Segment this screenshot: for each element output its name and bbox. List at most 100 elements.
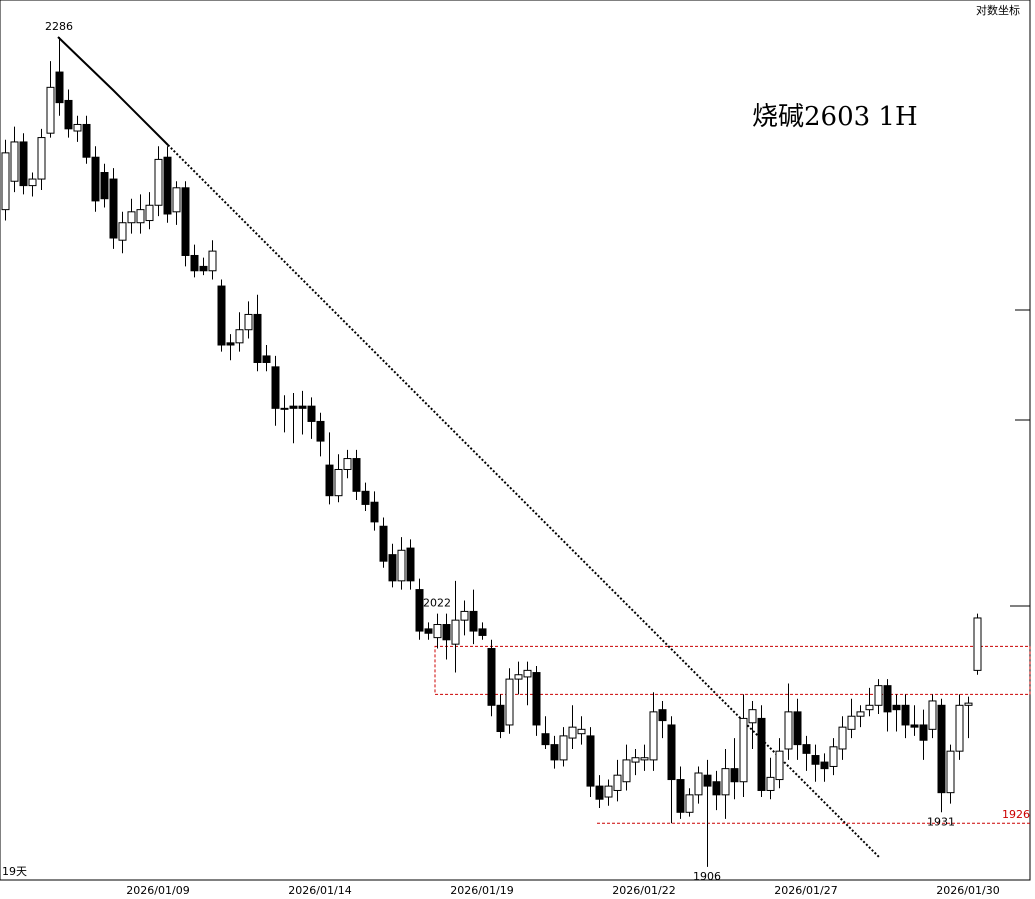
- candle-body: [550, 744, 559, 761]
- candle-body: [820, 761, 829, 770]
- candle-body: [136, 209, 145, 224]
- candle-body: [712, 781, 721, 796]
- candle-body: [784, 711, 793, 750]
- trend-line-extension: [167, 144, 881, 859]
- candle-body: [658, 709, 667, 722]
- candle-body: [55, 71, 64, 104]
- candle-body: [217, 285, 226, 346]
- candle-body: [847, 715, 856, 730]
- candle-body: [910, 724, 919, 728]
- candle-body: [172, 187, 181, 213]
- candle-body: [811, 755, 820, 765]
- candle-body: [757, 717, 766, 791]
- candle-body: [415, 589, 424, 632]
- candle-body: [505, 678, 514, 726]
- candle-body: [955, 704, 964, 752]
- candle-body: [532, 672, 541, 726]
- candle-body: [649, 711, 658, 761]
- x-tick-label: 2026/01/14: [288, 884, 351, 897]
- price-annotation: 1931: [927, 815, 955, 828]
- candle-body: [10, 141, 19, 182]
- candle-body: [748, 709, 757, 724]
- candle-body: [118, 222, 127, 241]
- candle-body: [181, 187, 190, 256]
- price-annotation: 2286: [45, 20, 73, 33]
- candle-body: [316, 420, 325, 442]
- candle-body: [433, 624, 442, 639]
- candle-body: [829, 746, 838, 767]
- candle-body: [334, 468, 343, 497]
- candle-body: [19, 141, 28, 187]
- candle-body: [973, 617, 982, 671]
- candle-body: [928, 700, 937, 730]
- candle-body: [325, 464, 334, 497]
- candle-body: [190, 254, 199, 272]
- resistance-zone: [434, 645, 1031, 695]
- candle-body: [694, 772, 703, 796]
- candle-body: [667, 724, 676, 781]
- candle-body: [289, 405, 298, 409]
- candle-body: [451, 619, 460, 645]
- candle-body: [145, 204, 154, 222]
- candle-body: [298, 405, 307, 409]
- candle-body: [73, 123, 82, 132]
- candle-body: [388, 554, 397, 582]
- plot-frame: [0, 0, 1031, 881]
- candle-body: [775, 750, 784, 781]
- candle-body: [559, 735, 568, 761]
- candle-body: [235, 329, 244, 344]
- candle-body: [100, 172, 109, 200]
- candle-body: [46, 86, 55, 134]
- candle-body: [478, 628, 487, 636]
- candle-body: [280, 407, 289, 410]
- candle-body: [901, 704, 910, 726]
- candle-body: [622, 759, 631, 783]
- candle-body: [127, 211, 136, 224]
- x-tick-label: 2026/01/30: [936, 884, 999, 897]
- candle-body: [397, 549, 406, 582]
- candle-body: [163, 156, 172, 215]
- candle-body: [442, 624, 451, 641]
- candle-body: [262, 355, 271, 363]
- candle-body: [604, 785, 613, 798]
- candle-body: [631, 757, 640, 763]
- candle-body: [253, 313, 262, 363]
- candle-body: [892, 704, 901, 711]
- candle-body: [676, 779, 685, 813]
- candle-body: [703, 774, 712, 787]
- candle-body: [244, 313, 253, 331]
- candle-body: [307, 405, 316, 422]
- candle-body: [613, 774, 622, 791]
- price-annotation: 2022: [423, 597, 451, 610]
- candle-body: [469, 610, 478, 632]
- candle-body: [154, 158, 163, 206]
- candle-body: [226, 342, 235, 346]
- candle-body: [352, 458, 361, 492]
- candle-body: [865, 704, 874, 711]
- candle-body: [640, 757, 649, 761]
- candle-body: [838, 726, 847, 750]
- price-annotation: 1906: [693, 870, 721, 883]
- candle-body: [487, 648, 496, 706]
- candle-body: [496, 704, 505, 733]
- candle-body: [361, 490, 370, 505]
- candle-body: [802, 744, 811, 754]
- candle-body: [586, 735, 595, 787]
- x-tick-label: 2026/01/19: [450, 884, 513, 897]
- candle-body: [379, 525, 388, 562]
- candle-body: [82, 123, 91, 158]
- candle-body: [370, 501, 379, 523]
- candle-body: [793, 711, 802, 746]
- candle-body: [595, 785, 604, 800]
- candle-body: [91, 156, 100, 202]
- candle-body: [208, 250, 217, 272]
- candle-body: [424, 628, 433, 634]
- candle-body: [937, 704, 946, 794]
- candle-body: [685, 794, 694, 813]
- x-tick-label: 2026/01/27: [774, 884, 837, 897]
- candle-body: [568, 726, 577, 739]
- candle-body: [946, 750, 955, 794]
- candle-body: [199, 265, 208, 272]
- candle-body: [874, 685, 883, 706]
